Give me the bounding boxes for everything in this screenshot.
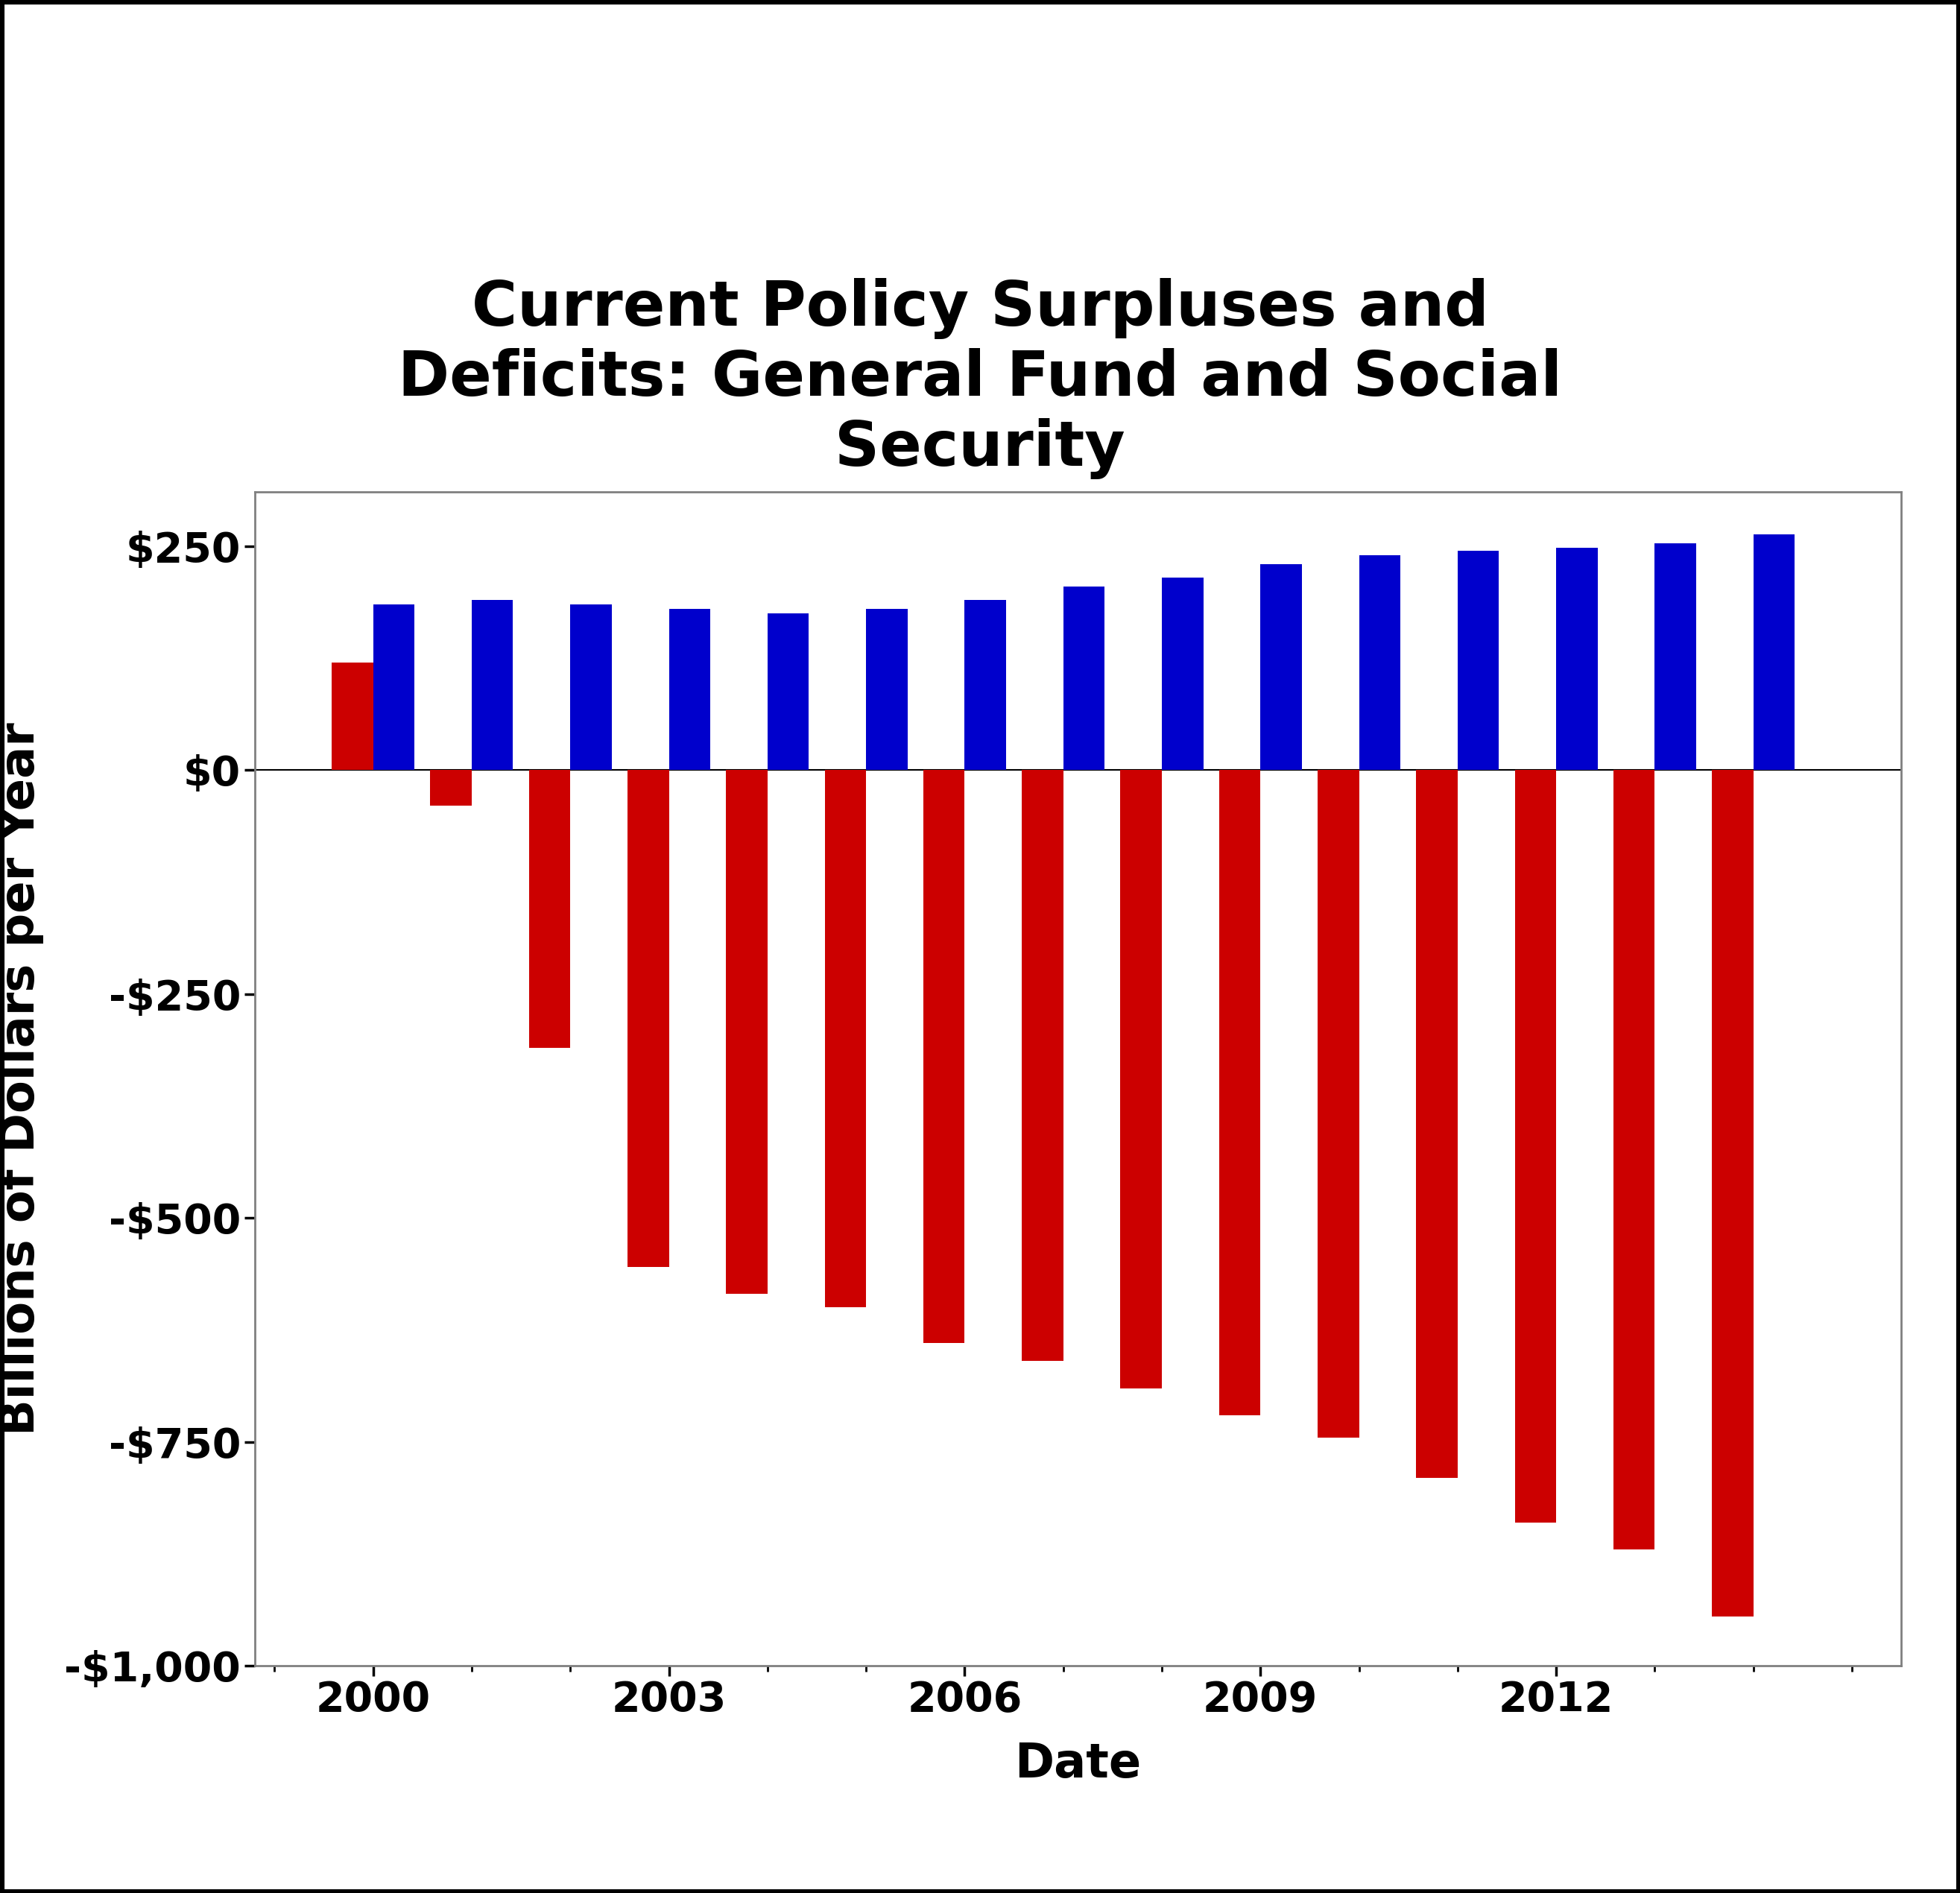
Bar (1021, 770, 1062, 1361)
Bar (1458, 551, 1499, 770)
Bar (1162, 577, 1203, 770)
Bar (768, 613, 809, 770)
Bar (431, 770, 472, 806)
Bar (1556, 547, 1597, 770)
Bar (372, 604, 414, 770)
Bar (866, 610, 907, 770)
Bar (627, 770, 668, 1266)
Bar (1613, 770, 1654, 1548)
Bar (923, 770, 964, 1344)
Bar (1121, 770, 1162, 1388)
Bar (1754, 534, 1795, 770)
Text: Current Policy Surpluses and
Deficits: General Fund and Social
Security: Current Policy Surpluses and Deficits: G… (398, 278, 1562, 479)
X-axis label: Date: Date (1015, 1742, 1141, 1787)
Bar (1219, 770, 1260, 1414)
Bar (1515, 770, 1556, 1522)
Bar (964, 600, 1005, 770)
Bar (1260, 564, 1301, 770)
Bar (1317, 770, 1358, 1437)
Bar (472, 600, 514, 770)
Bar (570, 604, 612, 770)
Bar (725, 770, 768, 1295)
Bar (1062, 587, 1105, 770)
Bar (1654, 543, 1695, 770)
Y-axis label: Billions of Dollars per Year: Billions of Dollars per Year (0, 723, 43, 1435)
Bar (825, 770, 866, 1308)
Bar (331, 663, 372, 770)
Bar (1358, 555, 1399, 770)
Bar (1711, 770, 1754, 1617)
Bar (1417, 770, 1458, 1478)
Bar (529, 770, 570, 1047)
Bar (668, 610, 710, 770)
